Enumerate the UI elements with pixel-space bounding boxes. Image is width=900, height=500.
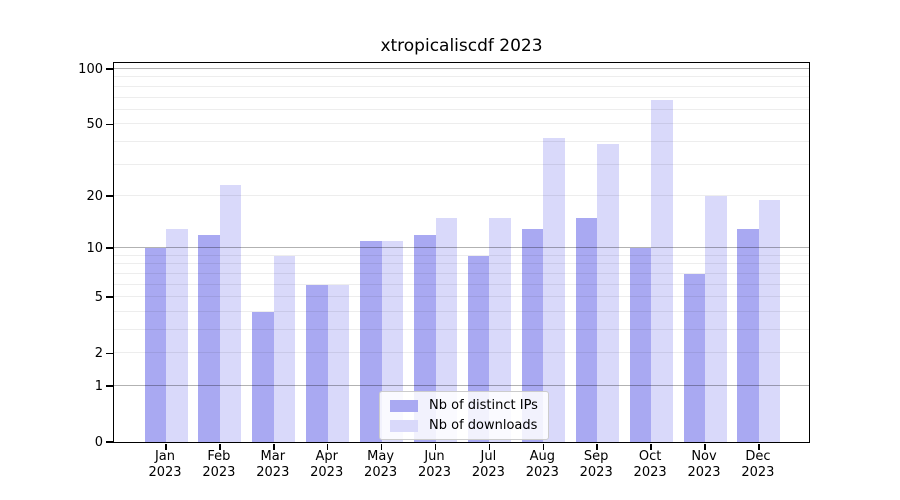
gridline-minor [114,76,809,78]
x-tick-label: Mar 2023 [256,449,290,480]
bar-downloads [543,138,565,442]
bar-distinct-ips [360,241,382,442]
bar-downloads [597,143,619,442]
y-tick [105,441,113,443]
chart-title: xtropicaliscdf 2023 [380,36,543,56]
x-tick-label: Aug 2023 [525,449,559,480]
y-tick-label: 10 [86,241,103,257]
y-tick-label: 100 [78,62,103,77]
y-tick [105,352,113,354]
bar-downloads [651,99,673,442]
x-tick [650,443,652,450]
x-tick [704,443,706,450]
y-tick [105,68,113,70]
bar-distinct-ips [198,234,220,442]
gridline-minor [114,123,809,125]
bar-distinct-ips [575,217,598,442]
x-tick [380,443,383,450]
x-tick-label: Oct 2023 [633,449,667,480]
bar-distinct-ips [683,273,705,442]
bar-downloads [166,228,188,442]
x-tick-label: Jan 2023 [148,449,182,480]
x-tick-label: Sep 2023 [579,449,613,480]
x-tick-label: May 2023 [364,449,398,480]
gridline-minor [114,140,809,142]
y-tick-label: 1 [94,379,103,394]
x-tick [273,443,275,450]
x-tick-label: Apr 2023 [310,449,344,480]
bar-distinct-ips [737,228,759,442]
legend: Nb of distinct IPs Nb of downloads [379,391,549,440]
bar-distinct-ips [414,234,436,442]
y-tick [105,247,113,249]
bar-downloads [489,217,511,442]
x-tick-label: Dec 2023 [741,449,775,480]
gridline-minor [114,85,809,87]
legend-label: Nb of downloads [429,418,538,433]
y-tick [105,296,113,298]
x-tick [488,443,491,450]
x-tick [219,443,221,450]
x-tick-label: Nov 2023 [687,449,721,480]
bar-distinct-ips [144,248,166,442]
x-tick [434,443,437,450]
legend-item: Nb of distinct IPs [390,398,538,413]
x-tick [596,443,598,450]
gridline-minor [114,163,809,165]
x-tick [326,443,329,450]
x-tick-label: Jun 2023 [417,449,452,480]
plot-area [105,62,810,450]
bar-distinct-ips [521,228,544,442]
y-tick [105,123,113,125]
bar-downloads [758,199,781,442]
y-tick [105,385,113,387]
legend-swatch [390,419,418,432]
bar-distinct-ips [306,284,328,442]
y-tick-label: 0 [94,435,103,450]
x-tick [758,443,760,450]
gridline-minor [114,96,809,98]
y-tick [105,195,113,197]
bar-downloads [273,255,296,442]
bar-distinct-ips [629,248,652,442]
x-tick-label: Jul 2023 [471,449,505,480]
x-tick-label: Feb 2023 [202,449,236,480]
bar-distinct-ips [252,311,274,442]
y-tick-label: 5 [94,290,103,306]
y-tick-label: 2 [94,346,103,362]
y-tick-label: 50 [86,117,103,133]
legend-item: Nb of downloads [390,418,538,433]
gridline-major [114,68,809,69]
y-tick-label: 20 [86,188,103,204]
legend-label: Nb of distinct IPs [429,398,538,413]
bar-downloads [219,185,242,442]
gridline-minor [114,108,809,110]
bar-downloads [327,284,350,442]
bar-downloads [435,217,457,442]
legend-swatch [390,399,418,412]
x-tick [542,443,545,450]
bar-downloads [705,195,727,442]
x-tick [165,443,167,450]
